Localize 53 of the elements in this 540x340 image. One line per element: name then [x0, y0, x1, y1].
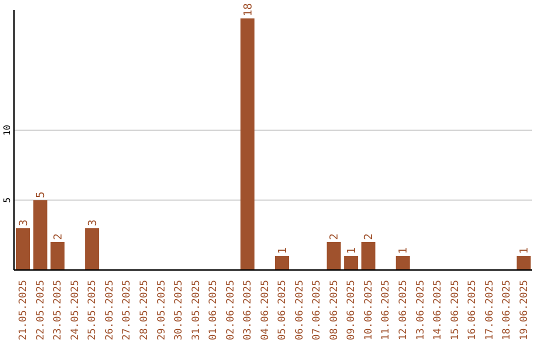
bar [344, 256, 358, 270]
x-tick-label: 08.06.2025 [328, 280, 340, 340]
x-tick-label: 18.06.2025 [502, 280, 513, 340]
data-label: 1 [518, 247, 531, 254]
bar [50, 242, 65, 270]
x-tick-label: 28.05.2025 [139, 280, 150, 340]
x-tick-label: 11.06.2025 [380, 280, 392, 340]
x-tick-label: 31.05.2025 [190, 280, 202, 340]
x-tick-label: 02.06.2025 [225, 280, 236, 340]
data-label: 2 [362, 233, 376, 240]
x-tick-label: 22.05.2025 [35, 280, 46, 340]
x-tick-label: 25.05.2025 [87, 280, 98, 340]
x-tick-label: 27.05.2025 [122, 280, 133, 340]
x-tick-label: 13.06.2025 [415, 280, 426, 340]
x-tick-label: 24.05.2025 [70, 280, 81, 340]
x-tick-label: 04.06.2025 [260, 280, 271, 340]
x-tick-label: 07.06.2025 [312, 280, 323, 340]
x-tick-label: 05.06.2025 [277, 280, 288, 340]
data-label: 1 [276, 247, 289, 254]
data-label: 5 [34, 191, 48, 198]
data-label: 2 [51, 233, 64, 240]
x-tick-label: 06.06.2025 [294, 280, 306, 340]
x-tick-label: 03.06.2025 [242, 280, 254, 340]
data-label: 18 [241, 3, 254, 16]
bar [33, 200, 48, 270]
x-tick-label: 23.05.2025 [52, 280, 64, 340]
x-tick-label: 09.06.2025 [346, 280, 358, 340]
x-tick-label: 12.06.2025 [398, 280, 409, 340]
x-tick-label: 14.06.2025 [432, 280, 444, 340]
x-tick-label: 10.06.2025 [363, 280, 374, 340]
data-label: 3 [16, 219, 30, 226]
x-tick-label: 15.06.2025 [450, 280, 461, 340]
data-label: 3 [86, 219, 99, 226]
data-label: 1 [344, 247, 358, 254]
bar [275, 256, 289, 270]
data-label: 2 [328, 233, 341, 240]
x-tick-label: 01.06.2025 [208, 280, 220, 340]
x-tick-label: 29.05.2025 [156, 280, 168, 340]
data-label: 1 [396, 247, 410, 254]
bar [326, 242, 341, 270]
bar [240, 18, 254, 270]
x-tick-label: 30.05.2025 [174, 280, 185, 340]
x-tick-label: 17.06.2025 [484, 280, 496, 340]
bar [85, 228, 100, 270]
bar [361, 242, 376, 270]
bar [396, 256, 410, 270]
x-tick-label: 19.06.2025 [518, 280, 530, 340]
bar [16, 228, 30, 270]
x-tick-label: 26.05.2025 [104, 280, 116, 340]
x-tick-label: 16.06.2025 [467, 280, 478, 340]
x-tick-label: 21.05.2025 [18, 280, 30, 340]
y-tick-label: 10 [3, 124, 14, 136]
bar [516, 256, 531, 270]
